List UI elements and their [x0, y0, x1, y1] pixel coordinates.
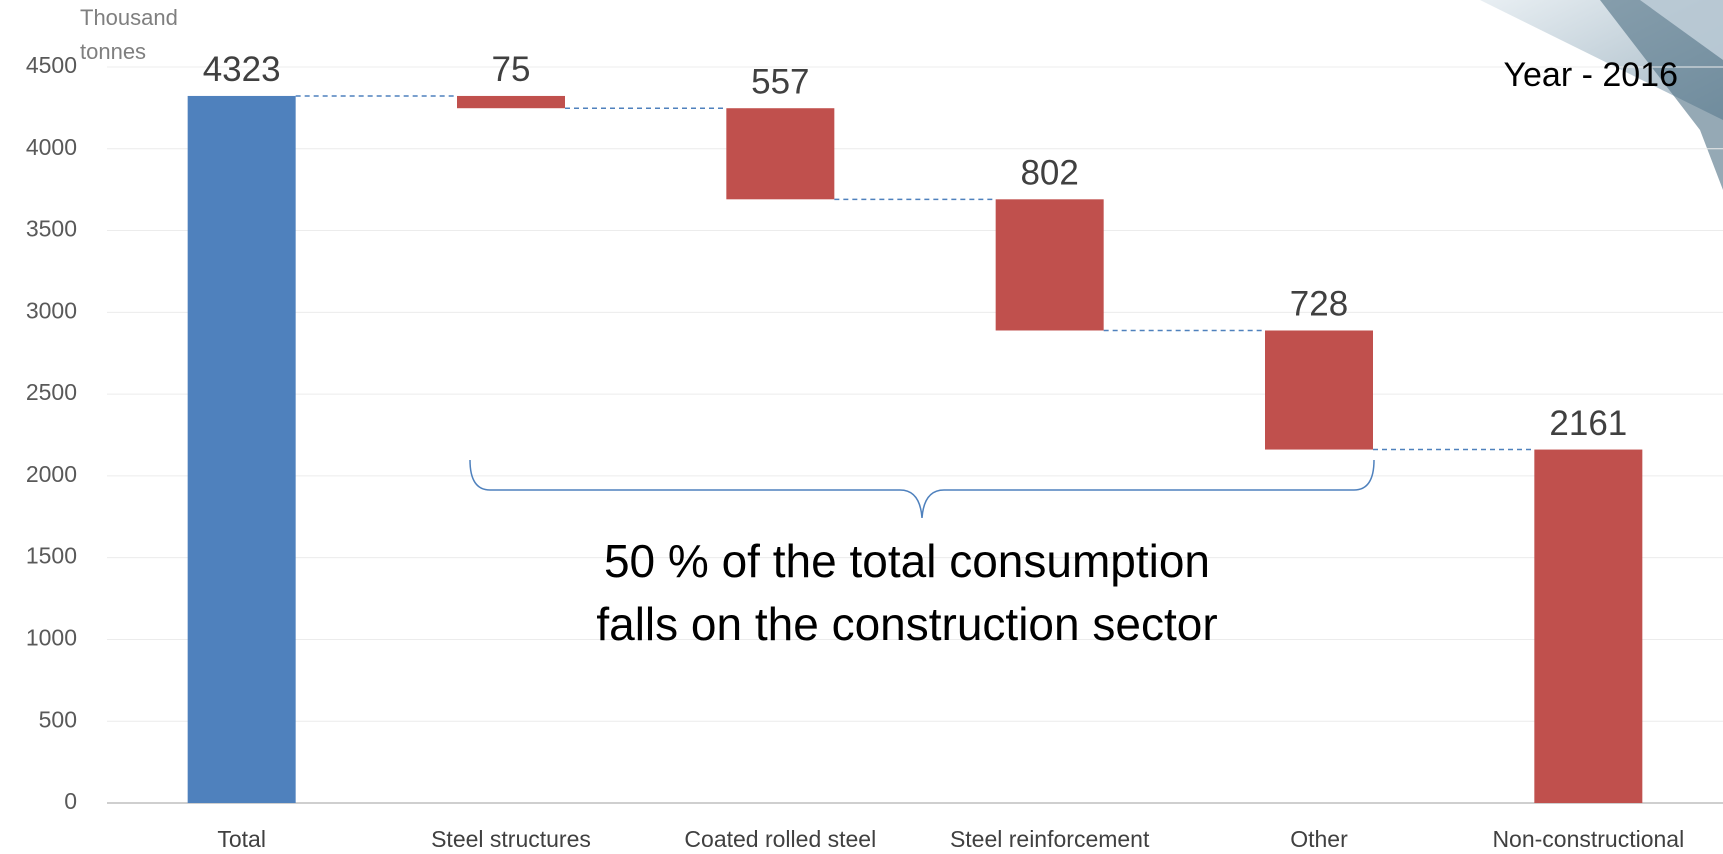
y-tick-label: 3000	[26, 297, 77, 323]
y-tick-label: 4000	[26, 134, 77, 160]
value-label: 75	[492, 50, 531, 89]
brace	[469, 459, 1375, 519]
x-tick-label: Total	[217, 826, 266, 852]
value-label: 802	[1020, 154, 1078, 193]
bar	[187, 95, 296, 803]
y-axis-label: tonnes	[80, 39, 146, 64]
note: 50 % of the total consumption	[604, 535, 1210, 587]
y-tick-label: 0	[64, 788, 77, 814]
value-label: 728	[1290, 285, 1348, 324]
bar	[1534, 449, 1643, 803]
note: falls on the construction sector	[596, 598, 1217, 650]
value-label: 4323	[203, 50, 281, 89]
value-label: 557	[751, 62, 809, 101]
y-tick-label: 1000	[26, 625, 77, 651]
bar	[995, 199, 1104, 331]
y-tick-label: 1500	[26, 543, 77, 569]
bar	[1265, 330, 1373, 450]
y-tick-label: 3500	[26, 216, 77, 242]
plot-area	[107, 66, 1723, 804]
bar	[726, 108, 835, 200]
annotation: Year - 2016	[1503, 56, 1678, 94]
y-axis-label: Thousand	[80, 5, 178, 30]
decoration	[1480, 0, 1723, 190]
y-tick-label: 500	[39, 706, 77, 732]
y-tick-label: 2000	[26, 461, 77, 487]
value-label: 2161	[1549, 404, 1627, 443]
x-tick-label: Non-constructional	[1492, 826, 1684, 852]
x-tick-label: Other	[1290, 826, 1348, 852]
bar	[457, 95, 565, 109]
x-tick-label: Steel reinforcement	[950, 826, 1150, 852]
x-tick-label: Coated rolled steel	[684, 826, 876, 852]
y-tick-label: 4500	[26, 52, 77, 78]
x-tick-label: Steel structures	[431, 826, 591, 852]
y-tick-label: 2500	[26, 379, 77, 405]
